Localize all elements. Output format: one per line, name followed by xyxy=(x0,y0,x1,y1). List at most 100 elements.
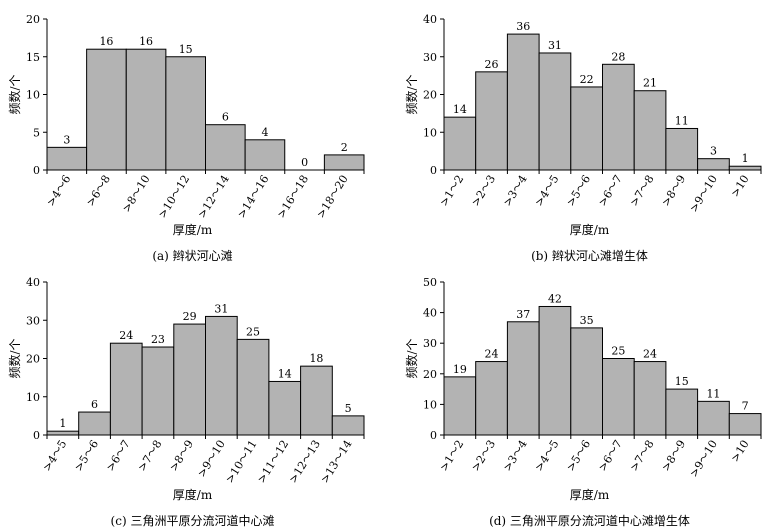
x-tick-label-d-8: >9～10 xyxy=(687,438,720,480)
x-tick-label-d-4: >5～6 xyxy=(564,438,593,474)
x-tick-label-b-8: >9～10 xyxy=(687,173,720,215)
value-label-c-3: 23 xyxy=(151,333,165,346)
bar-a-1 xyxy=(86,48,127,171)
bar-c-3 xyxy=(141,346,175,436)
y-axis-title-a: 频数/个 xyxy=(7,74,22,114)
bar-d-0 xyxy=(443,376,477,436)
bar-b-7 xyxy=(665,127,699,171)
value-label-d-1: 24 xyxy=(485,348,499,361)
x-tick-label-d-7: >8～9 xyxy=(659,438,688,474)
y-tick-label-d-2: 20 xyxy=(423,368,437,381)
bar-b-4 xyxy=(570,86,603,171)
y-tick-label-a-0: 0 xyxy=(33,164,40,177)
value-label-d-2: 37 xyxy=(516,308,530,321)
bar-b-1 xyxy=(475,71,508,171)
x-axis-title-c: 厚度/m xyxy=(173,487,213,502)
y-tick-label-d-4: 40 xyxy=(423,307,437,320)
x-tick-label-b-0: >1～2 xyxy=(437,173,466,209)
y-tick-label-b-1: 10 xyxy=(423,126,437,139)
x-tick-label-b-2: >3～4 xyxy=(501,173,530,209)
panel-d: 19 24 37 42 35 25 24 15 11 7 0 10 20 30 40 50 >1～2 >2～3 >3… xyxy=(404,276,762,528)
bar-d-5 xyxy=(602,358,635,436)
x-tick-label-d-5: >6～7 xyxy=(596,438,625,474)
y-tick-label-a-4: 20 xyxy=(26,13,40,26)
x-tick-label-c-4: >8～9 xyxy=(167,438,196,474)
y-tick-label-d-0: 0 xyxy=(430,429,437,442)
bar-b-2 xyxy=(506,33,540,171)
y-tick-label-b-2: 20 xyxy=(423,89,437,102)
value-label-b-2: 36 xyxy=(516,20,530,33)
value-label-c-6: 25 xyxy=(246,325,260,338)
x-axis-title-b: 厚度/m xyxy=(570,222,610,237)
y-axis-title-d: 频数/个 xyxy=(404,338,419,378)
x-tick-label-c-9: >13～14 xyxy=(318,438,355,486)
x-tick-label-a-3: >10～12 xyxy=(156,173,193,221)
value-label-c-4: 29 xyxy=(183,310,197,323)
x-tick-label-b-9: >10 xyxy=(728,173,751,200)
x-tick-label-b-5: >6～7 xyxy=(596,173,625,209)
x-tick-label-d-0: >1～2 xyxy=(437,438,466,474)
bar-d-7 xyxy=(665,388,699,436)
x-axis-title-a: 厚度/m xyxy=(173,222,213,237)
bar-c-2 xyxy=(109,342,143,436)
x-tick-label-b-3: >4～5 xyxy=(532,173,561,209)
value-label-a-5: 4 xyxy=(261,126,268,139)
value-label-a-0: 3 xyxy=(63,133,70,146)
bar-b-6 xyxy=(633,90,667,171)
x-tick-label-b-6: >7～8 xyxy=(627,173,656,209)
y-tick-label-c-2: 20 xyxy=(26,353,40,366)
bar-b-8 xyxy=(697,158,730,171)
value-label-a-3: 15 xyxy=(179,43,193,56)
x-tick-label-a-0: >4～6 xyxy=(44,173,73,209)
x-tick-label-b-1: >2～3 xyxy=(469,173,498,209)
x-tick-label-c-0: >4～5 xyxy=(40,438,69,474)
y-tick-label-c-3: 30 xyxy=(26,314,40,327)
x-tick-label-d-1: >2～3 xyxy=(469,438,498,474)
bar-a-3 xyxy=(165,56,206,171)
y-axis-title-c: 频数/个 xyxy=(7,338,22,378)
y-axis-title-b: 频数/个 xyxy=(404,74,419,114)
y-tick-label-d-5: 50 xyxy=(423,276,437,289)
value-label-b-5: 28 xyxy=(611,50,625,63)
value-label-d-8: 11 xyxy=(706,387,720,400)
value-label-b-8: 3 xyxy=(710,145,717,158)
bar-c-5 xyxy=(205,315,238,436)
value-label-b-6: 21 xyxy=(643,77,657,90)
value-label-a-6: 0 xyxy=(301,156,308,169)
value-label-d-3: 42 xyxy=(548,292,562,305)
x-tick-label-c-3: >7～8 xyxy=(135,438,164,474)
y-tick-label-c-0: 0 xyxy=(33,429,40,442)
panel-caption-a: (a) 辫状河心滩 xyxy=(152,249,232,263)
value-label-a-7: 2 xyxy=(341,141,348,154)
value-label-a-1: 16 xyxy=(99,35,113,48)
panel-caption-b: (b) 辫状河心滩增生体 xyxy=(531,249,648,263)
x-tick-label-a-4: >12～14 xyxy=(195,173,232,221)
value-label-b-0: 14 xyxy=(453,103,467,116)
x-tick-label-a-6: >16～18 xyxy=(275,173,312,221)
bar-b-9 xyxy=(728,165,762,171)
value-label-d-7: 15 xyxy=(675,375,689,388)
bar-d-4 xyxy=(570,327,603,436)
value-label-b-9: 1 xyxy=(742,152,749,165)
x-tick-label-d-3: >4～5 xyxy=(532,438,561,474)
value-label-c-0: 1 xyxy=(59,417,66,430)
value-label-d-9: 7 xyxy=(742,400,749,413)
bar-c-0 xyxy=(46,430,80,436)
value-label-a-4: 6 xyxy=(222,111,229,124)
y-tick-label-b-4: 40 xyxy=(423,13,437,26)
bar-c-9 xyxy=(331,415,365,436)
y-tick-label-a-2: 10 xyxy=(26,89,40,102)
bar-a-7 xyxy=(323,154,365,171)
panel-caption-c: (c) 三角洲平原分流河道中心滩 xyxy=(111,513,275,528)
bar-d-8 xyxy=(697,400,730,436)
bar-b-0 xyxy=(443,116,477,171)
x-tick-label-a-5: >14～16 xyxy=(235,173,272,221)
value-label-c-1: 6 xyxy=(91,398,98,411)
bar-c-7 xyxy=(268,380,302,436)
value-label-d-5: 25 xyxy=(611,345,625,358)
bar-a-4 xyxy=(205,124,246,171)
value-label-d-4: 35 xyxy=(580,314,594,327)
bar-d-3 xyxy=(538,305,572,436)
